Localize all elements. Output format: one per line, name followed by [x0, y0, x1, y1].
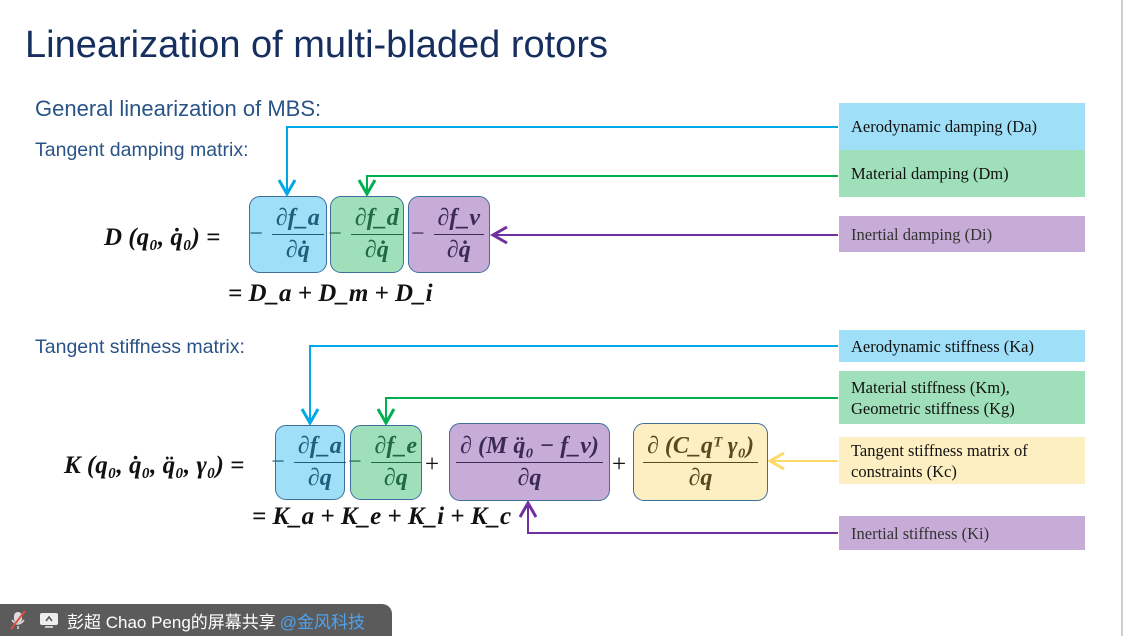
term-constraint-stiffness: ∂ (C_qᵀ γ₀) ∂q [633, 423, 768, 501]
screen-share-bar[interactable]: 彭超 Chao Peng的屏幕共享 @金风科技 [0, 604, 392, 636]
denominator: ∂q [688, 464, 713, 491]
mic-muted-icon[interactable] [9, 610, 27, 630]
damping-lhs: D (q₀, q̇₀) = [104, 224, 221, 251]
label-inertial-damping: Inertial damping (Di) [839, 216, 1085, 252]
denominator: ∂q̇ [446, 237, 471, 263]
arrow-aero-stiffness [300, 345, 838, 427]
arrow-inertial-stiffness [518, 499, 838, 534]
geometric-stiffness-text: Geometric stiffness (Kg) [851, 398, 1015, 418]
share-text: 彭超 Chao Peng的屏幕共享 [67, 612, 276, 632]
plus-sign: + [425, 451, 440, 478]
label-aero-stiffness: Aerodynamic stiffness (Ka) [839, 330, 1085, 362]
term-inertial-stiffness: ∂ (M q̈₀ − f_v) ∂q [449, 423, 610, 501]
label-material-damping: Material damping (Dm) [839, 150, 1085, 197]
denominator: ∂q̇ [364, 237, 389, 263]
sign: − [410, 221, 425, 247]
term-aero-stiffness: − ∂f_a ∂q [271, 425, 346, 500]
denominator: ∂q̇ [285, 237, 310, 263]
denominator: ∂q [383, 465, 408, 491]
arrow-material-damping [357, 175, 838, 198]
stiffness-heading: Tangent stiffness matrix: [35, 336, 245, 358]
denominator: ∂q [307, 465, 332, 491]
plus-sign: + [612, 451, 627, 478]
numerator: ∂f_a [293, 433, 346, 463]
material-stiffness-text: Material stiffness (Km), [851, 377, 1010, 397]
damping-sum: = D_a + D_m + D_i [228, 280, 433, 307]
denominator: ∂q [517, 464, 542, 491]
label-material-stiffness: Material stiffness (Km), Geometric stiff… [839, 371, 1085, 424]
numerator: ∂f_d [350, 205, 403, 235]
sign: − [328, 221, 342, 247]
label-aero-damping: Aerodynamic damping (Da) [839, 103, 1085, 150]
numerator: ∂ (C_qᵀ γ₀) [643, 433, 758, 463]
arrow-material-stiffness [376, 397, 838, 427]
numerator: ∂f_a [271, 205, 324, 235]
term-material-damping: − ∂f_d ∂q̇ [328, 196, 404, 273]
section-subtitle: General linearization of MBS: [35, 96, 322, 121]
numerator: ∂f_v [433, 205, 485, 235]
sign: − [271, 449, 285, 475]
arrow-aero-damping [277, 126, 838, 198]
share-org: @金风科技 [279, 612, 366, 632]
term-material-stiffness: − ∂f_e ∂q [347, 425, 422, 500]
term-inertial-damping: − ∂f_v ∂q̇ [408, 196, 490, 273]
sign: − [249, 221, 263, 247]
term-aero-damping: − ∂f_a ∂q̇ [249, 196, 327, 273]
screen-share-icon [39, 612, 59, 628]
slide-title: Linearization of multi-bladed rotors [25, 24, 608, 66]
sign: − [347, 449, 362, 475]
stiffness-lhs: K (q₀, q̇₀, q̈₀, γ₀) = [64, 452, 245, 479]
stiffness-sum: = K_a + K_e + K_i + K_c [252, 503, 512, 530]
label-constraint-stiffness: Tangent stiffness matrix of constraints … [839, 437, 1085, 484]
damping-heading: Tangent damping matrix: [35, 139, 249, 161]
numerator: ∂ (M q̈₀ − f_v) [456, 433, 603, 463]
label-inertial-stiffness: Inertial stiffness (Ki) [839, 516, 1085, 550]
numerator: ∂f_e [370, 433, 422, 463]
